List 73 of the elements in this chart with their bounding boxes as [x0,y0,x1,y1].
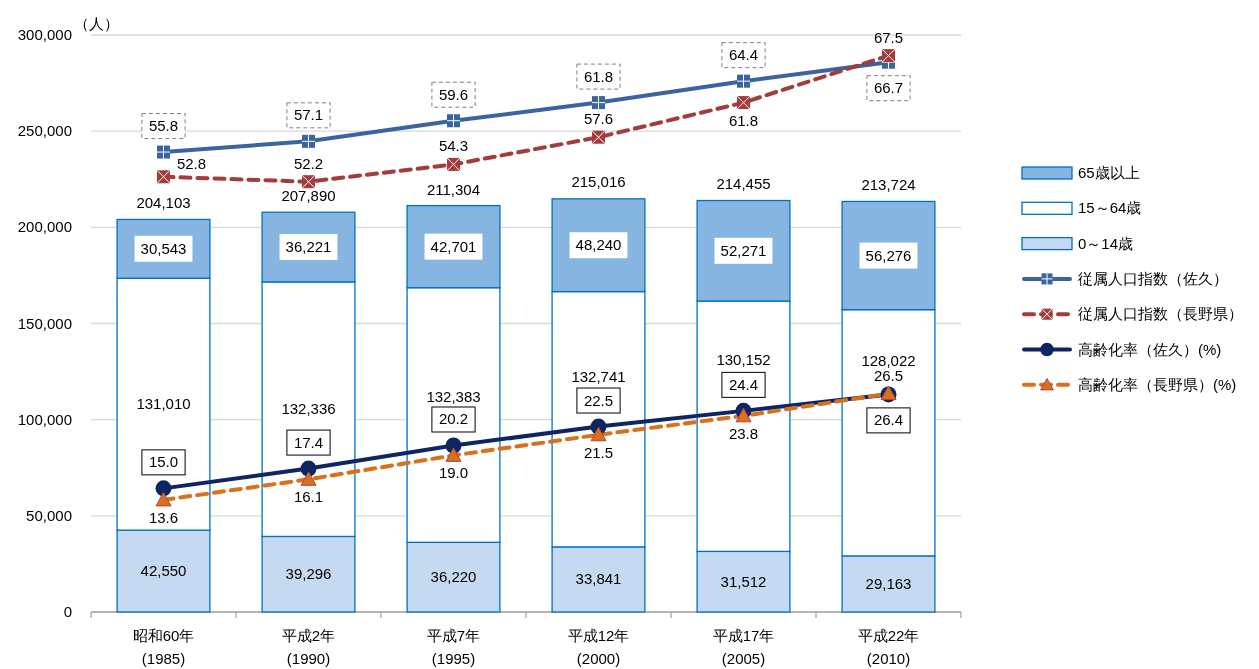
data-label: 56,276 [865,246,912,264]
data-label: 55.8 [148,117,179,135]
legend-label: 0～14歳 [1078,234,1134,252]
annotation: 207,890 [281,187,336,205]
y-tick-label: 200,000 [17,218,72,236]
point [300,471,317,486]
data-label: 21.5 [583,443,614,461]
y-tick-label: 150,000 [17,314,72,332]
data-label: 17.4 [293,433,324,451]
x-tick-label: 昭和60年 (1985) [132,627,195,667]
data-label: 15.0 [148,453,179,471]
data-label: 29,163 [865,574,912,592]
y-tick-label: 50,000 [26,506,72,524]
data-label: 52.2 [293,154,324,172]
data-label: 23.8 [728,424,759,442]
annotation: 214,455 [716,174,771,192]
x-tick-label: 平成22年 (2010) [857,627,920,667]
y-axis-title: （人） [74,15,119,32]
legend-label: 従属人口指数（佐久） [1078,269,1228,287]
annotation: 211,304 [426,180,481,198]
data-label: 42,701 [430,237,477,255]
data-label: 22.5 [583,391,614,409]
data-label: 128,022 [861,351,916,369]
y-tick-label: 250,000 [17,122,72,140]
data-label: 13.6 [148,508,179,526]
point [155,491,172,507]
data-label: 30,543 [140,239,187,257]
data-label: 26.4 [873,411,904,429]
annotation: 213,724 [861,175,916,193]
data-label: 57.1 [293,106,324,124]
data-label: 132,336 [281,400,336,418]
data-label: 36,221 [285,238,332,256]
legend-label: 15～64歳 [1078,199,1142,217]
point [445,447,462,462]
annotation: 215,016 [571,173,626,191]
y-tick-label: 0 [63,603,72,620]
data-label: 131,010 [136,395,191,413]
data-label: 54.3 [438,137,469,155]
data-label: 132,383 [426,388,481,406]
data-label: 33,841 [575,570,622,588]
data-label: 36,220 [430,568,477,586]
y-tick-label: 100,000 [17,410,72,428]
y-tick-label: 300,000 [17,26,72,43]
data-label: 24.4 [728,375,759,393]
legend-label: 高齢化率（長野県）(%) [1078,375,1237,393]
data-label: 57.6 [583,110,614,128]
legend-label: 65歳以上 [1078,164,1140,181]
data-label: 64.4 [728,46,759,64]
data-label: 61.8 [728,111,759,129]
data-label: 42,550 [140,562,187,580]
data-label: 31,512 [720,572,767,590]
legend-label: 高齢化率（佐久）(%) [1078,340,1222,358]
data-label: 48,240 [575,236,622,254]
x-tick-label: 平成7年 (1995) [426,627,481,667]
data-label: 39,296 [285,565,332,583]
data-label: 52.8 [176,154,207,172]
annotation: 204,103 [136,194,191,212]
x-tick-label: 平成2年 (1990) [281,627,336,667]
x-tick-label: 平成17年 (2005) [712,627,775,667]
x-tick-label: 平成12年 (2000) [567,627,630,667]
data-label: 130,152 [716,351,771,369]
point [735,407,752,423]
data-label: 61.8 [583,67,614,85]
data-label: 66.7 [873,79,904,97]
data-label: 20.2 [438,410,469,428]
data-label: 67.5 [873,28,904,46]
data-label: 16.1 [293,488,324,506]
legend-label: 従属人口指数（長野県） [1078,305,1243,323]
data-label: 52,271 [720,241,767,259]
data-label: 132,741 [571,368,626,386]
point [590,426,607,442]
data-label: 59.6 [438,85,469,103]
data-label: 19.0 [438,464,469,482]
